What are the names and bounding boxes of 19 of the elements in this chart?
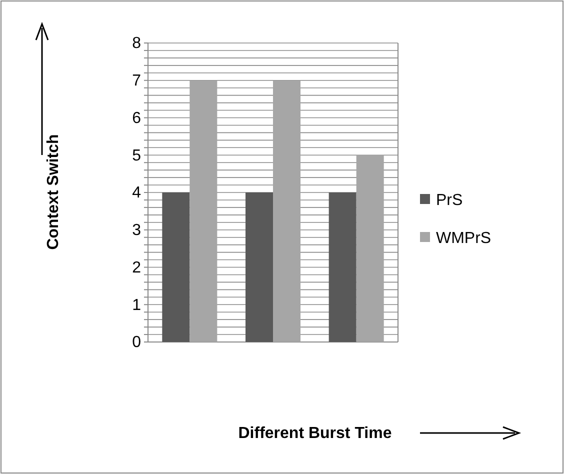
y-tick-label: 8 <box>132 35 142 52</box>
legend-label: WMPrS <box>436 230 492 247</box>
y-tick-label: 0 <box>132 334 142 352</box>
bar <box>328 192 356 342</box>
bar <box>356 155 384 342</box>
y-tick-label: 6 <box>132 110 142 127</box>
x-axis-title: Different Burst Time <box>238 425 392 442</box>
bar <box>273 80 300 342</box>
y-tick-label: 4 <box>132 184 142 202</box>
bar <box>246 192 273 342</box>
y-tick-label: 1 <box>132 296 142 314</box>
y-tick-label: 3 <box>132 222 142 239</box>
y-tick-label: 5 <box>132 147 142 164</box>
bar <box>162 192 190 342</box>
y-tick-label: 2 <box>132 259 142 276</box>
y-axis-title: Context Switch <box>45 134 62 250</box>
y-tick-label: 7 <box>132 72 142 90</box>
legend-label: PrS <box>436 192 463 209</box>
bar <box>190 80 218 342</box>
